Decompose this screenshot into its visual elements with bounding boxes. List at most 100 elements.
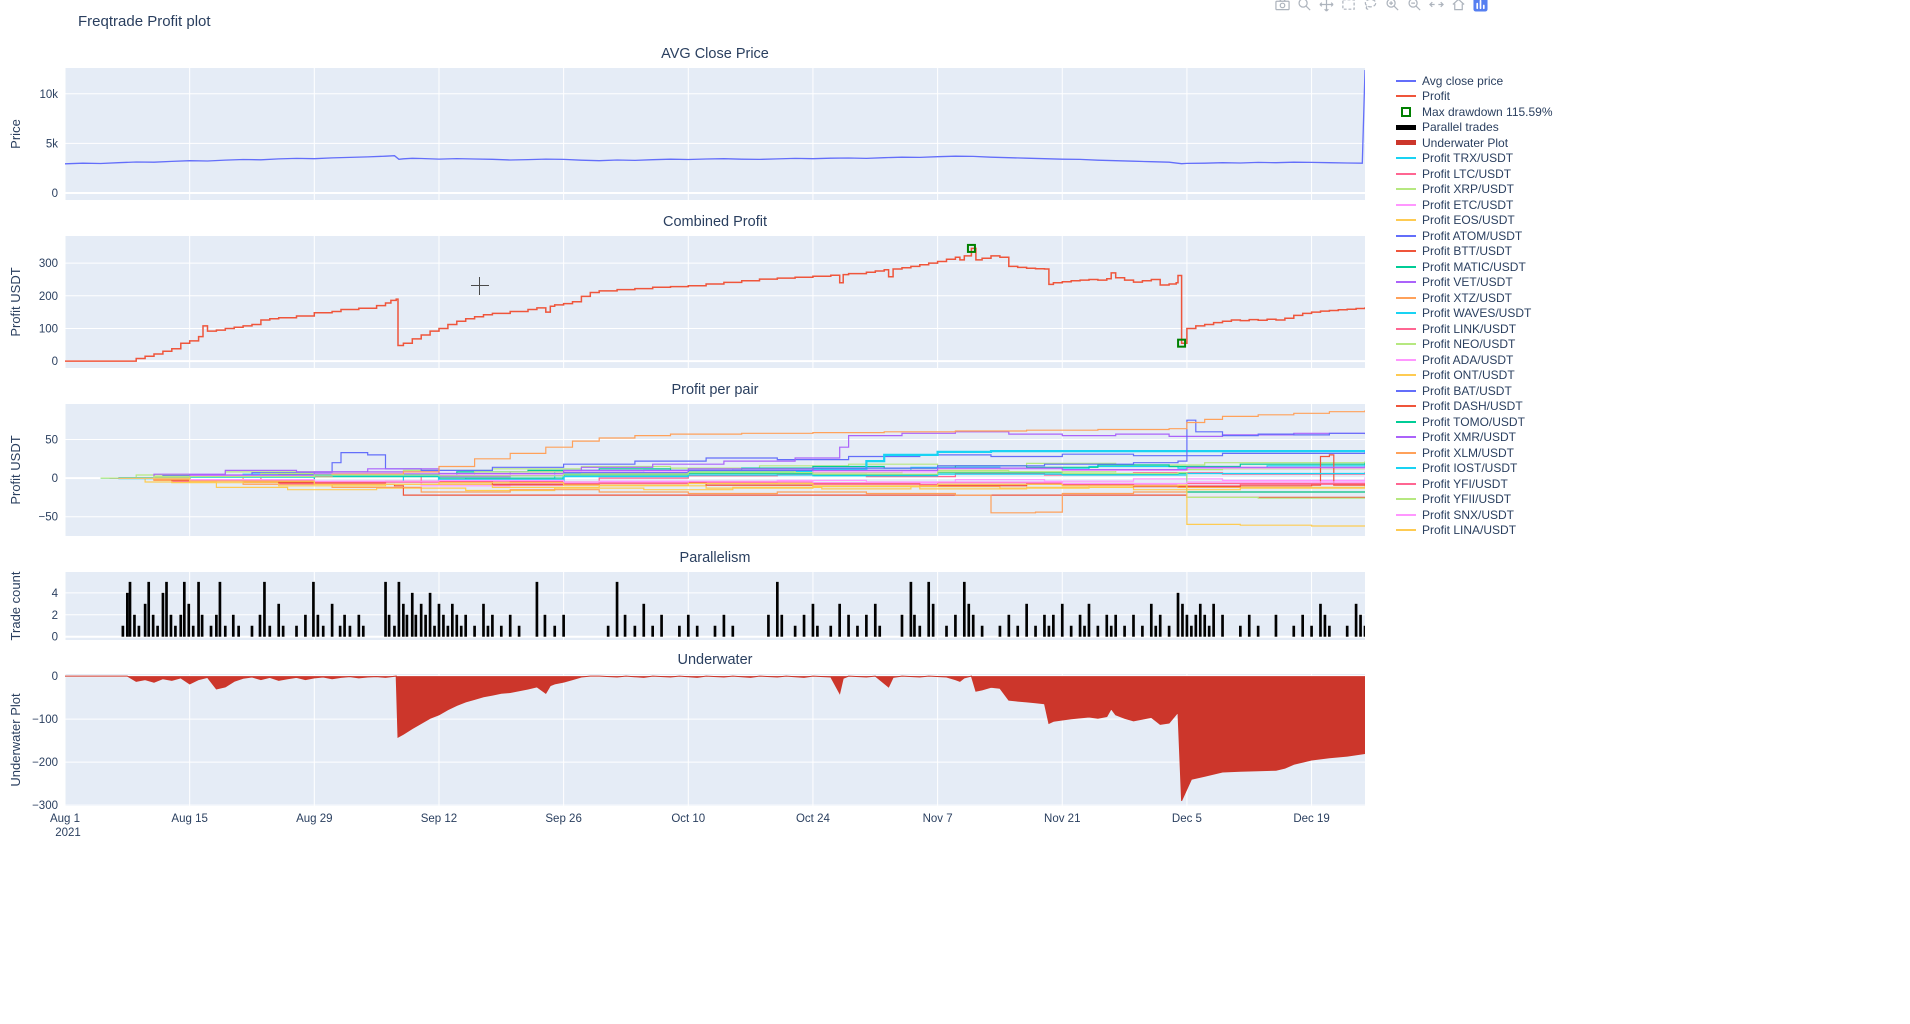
subplot-series: [65, 243, 1365, 362]
legend-item-avg-close-price[interactable]: Avg close price: [1396, 73, 1553, 89]
legend-item-profit-eos-usdt[interactable]: Profit EOS/USDT: [1396, 213, 1553, 229]
legend-line-swatch: [1396, 405, 1416, 408]
camera-icon[interactable]: [1272, 0, 1292, 13]
legend-item-profit-tomo-usdt[interactable]: Profit TOMO/USDT: [1396, 414, 1553, 430]
legend-label: Parallel trades: [1422, 120, 1499, 135]
legend-label: Profit YFI/USDT: [1422, 476, 1508, 491]
legend-label: Profit VET/USDT: [1422, 275, 1513, 290]
legend-item-profit-xlm-usdt[interactable]: Profit XLM/USDT: [1396, 445, 1553, 461]
y-tick-label: 4: [52, 588, 59, 600]
y-tick-label: −50: [38, 512, 58, 524]
pan-icon[interactable]: [1316, 0, 1336, 13]
legend-item-profit-yfii-usdt[interactable]: Profit YFII/USDT: [1396, 492, 1553, 508]
legend-label: Profit XLM/USDT: [1422, 445, 1515, 460]
series-line: [65, 69, 1365, 165]
plotly-modebar: [1272, 0, 1490, 13]
series-area: [65, 676, 1365, 801]
legend-label: Profit: [1422, 89, 1451, 104]
subplot-series: [65, 69, 1365, 165]
legend-label: Profit TOMO/USDT: [1422, 414, 1525, 429]
legend-label: Profit DASH/USDT: [1422, 399, 1523, 414]
y-tick-label: 200: [39, 291, 58, 303]
y-tick-label: 0: [52, 188, 58, 200]
y-tick-label: −200: [32, 757, 58, 769]
legend-item-profit-iost-usdt[interactable]: Profit IOST/USDT: [1396, 461, 1553, 477]
legend-line-swatch: [1396, 124, 1416, 130]
legend-item-profit-xrp-usdt[interactable]: Profit XRP/USDT: [1396, 182, 1553, 198]
zoom-icon[interactable]: [1294, 0, 1314, 13]
legend-line-swatch: [1396, 219, 1416, 222]
legend-line-swatch: [1396, 436, 1416, 439]
subplot-series: [121, 581, 1365, 637]
lasso-icon[interactable]: [1360, 0, 1380, 13]
legend-line-swatch: [1396, 374, 1416, 377]
legend-item-profit-trx-usdt[interactable]: Profit TRX/USDT: [1396, 151, 1553, 167]
legend-label: Profit IOST/USDT: [1422, 461, 1518, 476]
plotly-logo-icon[interactable]: [1470, 0, 1490, 13]
legend-label: Profit YFII/USDT: [1422, 492, 1512, 507]
legend-line-swatch: [1396, 95, 1416, 98]
x-tick-label: Sep 12: [421, 813, 457, 825]
legend-label: Profit WAVES/USDT: [1422, 306, 1532, 321]
y-tick-label: −100: [32, 714, 58, 726]
legend-item-profit-lina-usdt[interactable]: Profit LINA/USDT: [1396, 523, 1553, 539]
legend-item-profit-snx-usdt[interactable]: Profit SNX/USDT: [1396, 507, 1553, 523]
legend-item-max-drawdown-115-59-[interactable]: Max drawdown 115.59%: [1396, 104, 1553, 120]
legend-line-swatch: [1396, 343, 1416, 346]
y-tick-label: 10k: [39, 89, 58, 101]
legend-item-profit-link-usdt[interactable]: Profit LINK/USDT: [1396, 321, 1553, 337]
legend-label: Avg close price: [1422, 73, 1504, 88]
legend-item-profit-ada-usdt[interactable]: Profit ADA/USDT: [1396, 352, 1553, 368]
x-tick-label: Nov 21: [1044, 813, 1080, 825]
legend-item-profit-dash-usdt[interactable]: Profit DASH/USDT: [1396, 399, 1553, 415]
legend-item-profit-ont-usdt[interactable]: Profit ONT/USDT: [1396, 368, 1553, 384]
legend-line-swatch: [1396, 250, 1416, 253]
series-line: [65, 247, 1365, 362]
zoom-out-icon[interactable]: [1404, 0, 1424, 13]
y-axis-title: Trade count: [8, 571, 23, 640]
y-tick-label: 0: [52, 671, 58, 683]
legend-item-profit-neo-usdt[interactable]: Profit NEO/USDT: [1396, 337, 1553, 353]
legend-item-profit-atom-usdt[interactable]: Profit ATOM/USDT: [1396, 228, 1553, 244]
x-tick-label: Nov 7: [923, 813, 953, 825]
x-tick-label: Oct 10: [671, 813, 705, 825]
legend-item-underwater-plot[interactable]: Underwater Plot: [1396, 135, 1553, 151]
subplot-title: Underwater: [678, 652, 753, 668]
max-drawdown-marker: [966, 243, 976, 253]
series-line: [118, 477, 1365, 491]
legend-item-profit[interactable]: Profit: [1396, 89, 1553, 105]
x-tick-label: Oct 24: [796, 813, 830, 825]
plot-canvas[interactable]: 0 5k 10k AVG Close Price Price 0 100 200 300 Comb…: [0, 0, 1390, 870]
legend-item-profit-ltc-usdt[interactable]: Profit LTC/USDT: [1396, 166, 1553, 182]
legend-item-profit-etc-usdt[interactable]: Profit ETC/USDT: [1396, 197, 1553, 213]
autoscale-icon[interactable]: [1426, 0, 1446, 13]
legend-item-profit-vet-usdt[interactable]: Profit VET/USDT: [1396, 275, 1553, 291]
legend-label: Underwater Plot: [1422, 135, 1509, 150]
legend-item-profit-btt-usdt[interactable]: Profit BTT/USDT: [1396, 244, 1553, 260]
y-tick-label: 300: [39, 258, 58, 270]
legend-item-parallel-trades[interactable]: Parallel trades: [1396, 120, 1553, 136]
legend-line-swatch: [1396, 140, 1416, 146]
subplot-4: 0 −100 −200 −300 Underwater Underwater Plot: [8, 652, 1365, 812]
y-axis-title: Price: [8, 119, 23, 149]
legend-line-swatch: [1396, 482, 1416, 485]
y-tick-label: 2: [52, 610, 58, 622]
legend-item-profit-xtz-usdt[interactable]: Profit XTZ/USDT: [1396, 290, 1553, 306]
subplot-series: [100, 410, 1365, 527]
series-line: [118, 471, 1365, 499]
legend-item-profit-waves-usdt[interactable]: Profit WAVES/USDT: [1396, 306, 1553, 322]
legend-item-profit-bat-usdt[interactable]: Profit BAT/USDT: [1396, 383, 1553, 399]
zoom-in-icon[interactable]: [1382, 0, 1402, 13]
reset-axes-icon[interactable]: [1448, 0, 1468, 13]
subplot-title: Combined Profit: [663, 214, 767, 230]
legend-line-swatch: [1396, 296, 1416, 299]
legend-item-profit-xmr-usdt[interactable]: Profit XMR/USDT: [1396, 430, 1553, 446]
box-select-icon[interactable]: [1338, 0, 1358, 13]
legend-item-profit-yfi-usdt[interactable]: Profit YFI/USDT: [1396, 476, 1553, 492]
y-axis-title: Underwater Plot: [8, 693, 23, 787]
subplot-title: AVG Close Price: [661, 46, 769, 62]
legend-line-swatch: [1396, 389, 1416, 392]
legend-line-swatch: [1396, 79, 1416, 82]
legend-item-profit-matic-usdt[interactable]: Profit MATIC/USDT: [1396, 259, 1553, 275]
series-line: [118, 410, 1365, 481]
